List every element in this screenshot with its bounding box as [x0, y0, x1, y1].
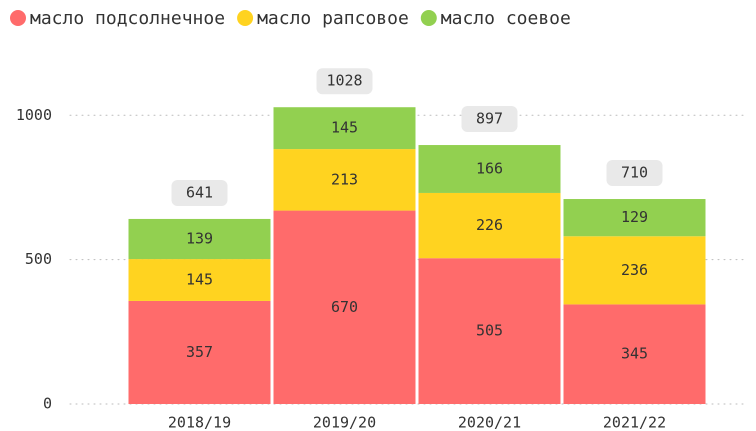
- data-label: 139: [186, 230, 213, 248]
- bar-segment: [418, 192, 561, 259]
- bar-segment: [128, 300, 271, 404]
- data-label: 505: [476, 322, 503, 340]
- total-box: [461, 106, 518, 133]
- bar-segment: [418, 145, 561, 193]
- total-label: 641: [186, 183, 213, 201]
- legend-marker: [237, 10, 254, 26]
- legend-marker: [420, 10, 437, 26]
- data-label: 345: [621, 345, 648, 363]
- x-tick-label: 2020/21: [458, 414, 521, 431]
- bar-segment: [563, 304, 706, 404]
- bar-segment: [563, 236, 706, 305]
- y-tick-label: 0: [43, 395, 52, 413]
- data-label: 236: [621, 261, 648, 279]
- data-label: 357: [186, 343, 213, 361]
- bar-segment: [273, 210, 416, 404]
- x-tick-label: 2021/22: [603, 414, 666, 431]
- data-label: 670: [331, 298, 358, 316]
- bar-segment: [273, 149, 416, 211]
- x-tick-label: 2019/20: [313, 414, 376, 431]
- total-label: 897: [476, 110, 503, 128]
- legend-label: масло рапсовое: [257, 8, 409, 29]
- legend-label: масло соевое: [441, 8, 571, 29]
- total-label: 710: [621, 164, 648, 182]
- data-label: 129: [621, 208, 648, 226]
- x-tick-label: 2018/19: [168, 414, 231, 431]
- total-label: 1028: [326, 72, 362, 90]
- legend-marker: [10, 10, 26, 26]
- bar-segment: [418, 258, 561, 404]
- bar-segment: [563, 199, 706, 237]
- legend-label: масло подсолнечное: [30, 8, 225, 29]
- total-box: [316, 68, 373, 95]
- data-label: 166: [476, 160, 503, 178]
- y-tick-label: 1000: [16, 106, 52, 124]
- total-box: [171, 179, 228, 206]
- bar-segment: [128, 259, 271, 301]
- total-box: [606, 160, 663, 187]
- bar-segment: [128, 218, 271, 260]
- data-label: 213: [331, 170, 358, 188]
- data-label: 226: [476, 216, 503, 234]
- bar-segment: [273, 107, 416, 150]
- data-label: 145: [186, 271, 213, 289]
- data-label: 145: [331, 119, 358, 137]
- y-tick-label: 500: [25, 250, 52, 268]
